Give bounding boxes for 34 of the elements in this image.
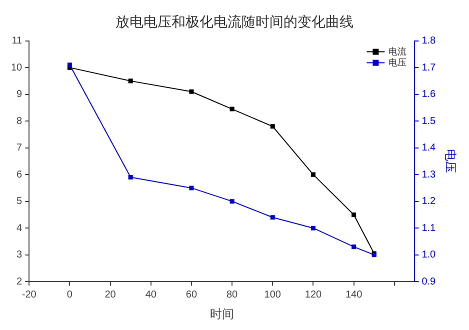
y-tick-label: 9 <box>16 89 23 100</box>
y2-tick-label: 1.6 <box>422 89 436 100</box>
chart-title: 放电电压和极化电流随时间的变化曲线 <box>116 13 354 30</box>
y2-tick-label: 1.4 <box>422 142 436 154</box>
legend-label: 电压 <box>388 57 407 68</box>
x-axis-title: 时间 <box>210 307 234 322</box>
y-tick-label: 5 <box>16 196 23 208</box>
y2-axis-title: 电压 <box>443 149 458 174</box>
x-tick-label: 40 <box>145 289 157 300</box>
x-tick-label: 120 <box>304 289 322 300</box>
y2-tick-label: 1.3 <box>422 169 436 180</box>
y-tick-label: 3 <box>16 250 23 261</box>
y-tick-label: 2 <box>16 276 23 288</box>
y-tick-label: 7 <box>16 142 23 154</box>
y2-tick-label: 1.7 <box>422 62 436 74</box>
y2-tick-label: 1.2 <box>422 196 436 208</box>
y2-tick-label: 1.5 <box>422 116 436 127</box>
y2-tick-label: 1.0 <box>422 250 436 261</box>
y2-tick-label: 0.9 <box>422 276 436 288</box>
x-tick-label: 80 <box>226 289 238 300</box>
x-tick-label: 20 <box>104 289 116 300</box>
y2-tick-label: 1.8 <box>422 36 436 47</box>
y-tick-label: 4 <box>16 222 23 234</box>
x-tick-label: 60 <box>186 289 198 300</box>
x-tick-label: 0 <box>66 289 73 300</box>
x-tick-label: -20 <box>22 289 37 300</box>
y-tick-label: 10 <box>11 62 23 74</box>
x-tick-label: 100 <box>264 289 282 300</box>
y-tick-label: 11 <box>12 36 23 47</box>
y2-tick-label: 1.1 <box>422 222 436 234</box>
legend-label: 电流 <box>388 46 407 56</box>
x-tick-label: 140 <box>345 289 363 300</box>
y-tick-label: 8 <box>16 116 23 127</box>
y-tick-label: 6 <box>16 169 23 180</box>
